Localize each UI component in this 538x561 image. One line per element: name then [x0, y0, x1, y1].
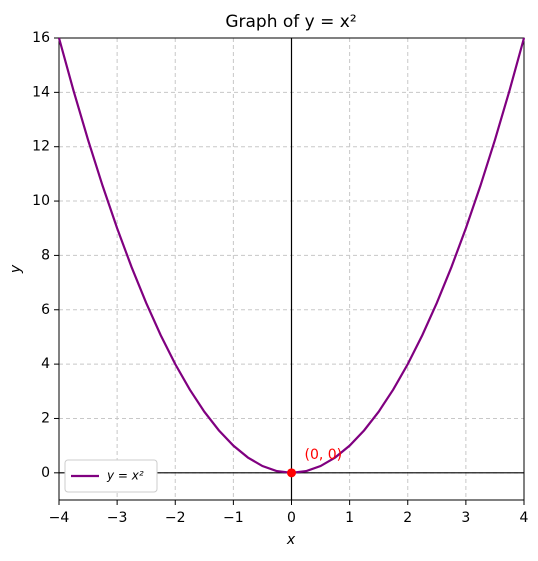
- y-tick-label: 0: [41, 465, 50, 481]
- x-tick-label: 4: [520, 510, 529, 526]
- y-axis-label: y: [8, 264, 24, 274]
- highlight-point: [287, 468, 296, 478]
- x-tick-label: 3: [461, 510, 470, 526]
- annotation: (0, 0): [305, 447, 343, 463]
- chart-title: Graph of y = x²: [225, 12, 356, 32]
- y-tick-label: 10: [32, 193, 50, 209]
- x-tick-label: −3: [107, 510, 128, 526]
- y-tick-label: 6: [41, 302, 50, 318]
- x-tick-label: −2: [165, 510, 186, 526]
- x-tick-label: −4: [49, 510, 70, 526]
- x-tick-label: 1: [345, 510, 354, 526]
- y-tick-label: 4: [41, 356, 50, 372]
- y-tick-label: 14: [32, 84, 50, 100]
- legend-box: [64, 459, 158, 493]
- y-tick-label: 12: [32, 139, 50, 155]
- y-tick-label: 8: [41, 247, 50, 263]
- x-tick-label: −1: [223, 510, 244, 526]
- plot-frame: [58, 37, 525, 501]
- y-tick-label: 2: [41, 410, 50, 426]
- x-axis-label: x: [286, 532, 296, 548]
- x-tick-label: 2: [403, 510, 412, 526]
- x-tick-label: 0: [287, 510, 296, 526]
- legend-label: y = x²: [106, 469, 144, 483]
- y-tick-label: 16: [32, 30, 50, 46]
